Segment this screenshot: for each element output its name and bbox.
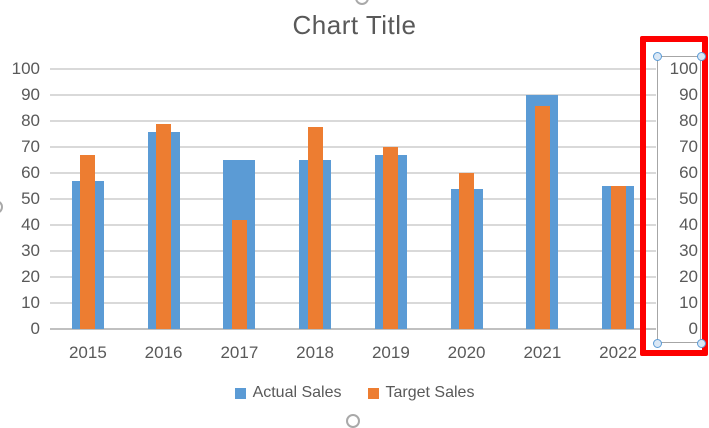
gridline <box>50 276 656 279</box>
bar-target-2019[interactable] <box>383 147 399 330</box>
chart-handle-top-icon[interactable] <box>355 0 369 5</box>
primary-axis-tick-label: 0 <box>30 319 40 339</box>
legend[interactable]: Actual Sales Target Sales <box>0 383 709 403</box>
legend-label: Actual Sales <box>252 384 342 401</box>
selection-handle-top-right-icon[interactable] <box>696 51 706 61</box>
selection-handle-top-left-icon[interactable] <box>652 51 662 61</box>
bar-target-2022[interactable] <box>610 186 626 330</box>
bar-target-2015[interactable] <box>80 155 96 330</box>
secondary-axis-tick-label: 10 <box>679 293 698 313</box>
primary-axis-tick-label: 40 <box>21 215 40 235</box>
gridline <box>50 302 656 305</box>
gridline <box>50 120 656 123</box>
secondary-axis-tick-label: 100 <box>669 59 698 79</box>
selection-handle-bottom-left-icon[interactable] <box>652 338 662 348</box>
bar-target-2018[interactable] <box>307 126 323 330</box>
gridline <box>50 224 656 227</box>
gridline <box>50 198 656 201</box>
legend-item-actual-sales[interactable]: Actual Sales <box>234 384 342 402</box>
primary-axis-tick-label: 80 <box>21 111 40 131</box>
secondary-axis-tick-label: 90 <box>679 85 698 105</box>
secondary-axis-tick-label: 60 <box>679 163 698 183</box>
primary-axis-tick-label: 100 <box>11 59 40 79</box>
primary-axis-tick-label: 90 <box>21 85 40 105</box>
x-axis-label: 2018 <box>296 343 334 362</box>
secondary-axis-highlight-box <box>640 36 708 356</box>
gridline <box>50 68 656 71</box>
gridline <box>50 94 656 97</box>
primary-axis-tick-label: 10 <box>21 293 40 313</box>
primary-axis-tick-label: 60 <box>21 163 40 183</box>
primary-axis-tick-label: 20 <box>21 267 40 287</box>
secondary-axis-tick-label: 80 <box>679 111 698 131</box>
primary-axis-tick-label: 70 <box>21 137 40 157</box>
bar-target-2016[interactable] <box>156 123 172 330</box>
secondary-axis-tick-label: 70 <box>679 137 698 157</box>
legend-label: Target Sales <box>385 384 475 401</box>
selection-handle-bottom-right-icon[interactable] <box>696 338 706 348</box>
x-axis-label: 2020 <box>447 343 486 362</box>
gridline <box>50 250 656 253</box>
x-axis-label: 2022 <box>599 343 637 362</box>
bar-target-2020[interactable] <box>459 173 475 330</box>
legend-swatch-icon <box>367 387 379 399</box>
gridline <box>50 172 656 175</box>
x-axis-label: 2017 <box>220 343 259 362</box>
gridline <box>50 328 656 331</box>
gridline <box>50 146 656 149</box>
secondary-axis-tick-label: 20 <box>679 267 698 287</box>
legend-item-target-sales[interactable]: Target Sales <box>367 384 475 402</box>
chart-handle-bottom-icon[interactable] <box>346 414 360 428</box>
secondary-axis-tick-label: 0 <box>688 319 698 339</box>
legend-swatch-icon <box>234 387 246 399</box>
secondary-axis-tick-label: 50 <box>679 189 698 209</box>
x-axis-label: 2021 <box>523 343 562 362</box>
bar-target-2021[interactable] <box>534 105 550 330</box>
primary-axis-tick-label: 50 <box>21 189 40 209</box>
x-axis-label: 2015 <box>68 343 107 362</box>
x-axis-label: 2016 <box>144 343 183 362</box>
bar-target-2017[interactable] <box>231 220 247 330</box>
secondary-axis-tick-label: 40 <box>679 215 698 235</box>
secondary-axis-tick-label: 30 <box>679 241 698 261</box>
primary-axis-tick-label: 30 <box>21 241 40 261</box>
secondary-axis-selection-box[interactable] <box>657 56 701 343</box>
chart-title[interactable]: Chart Title <box>292 10 417 40</box>
x-axis-label: 2019 <box>371 343 410 362</box>
